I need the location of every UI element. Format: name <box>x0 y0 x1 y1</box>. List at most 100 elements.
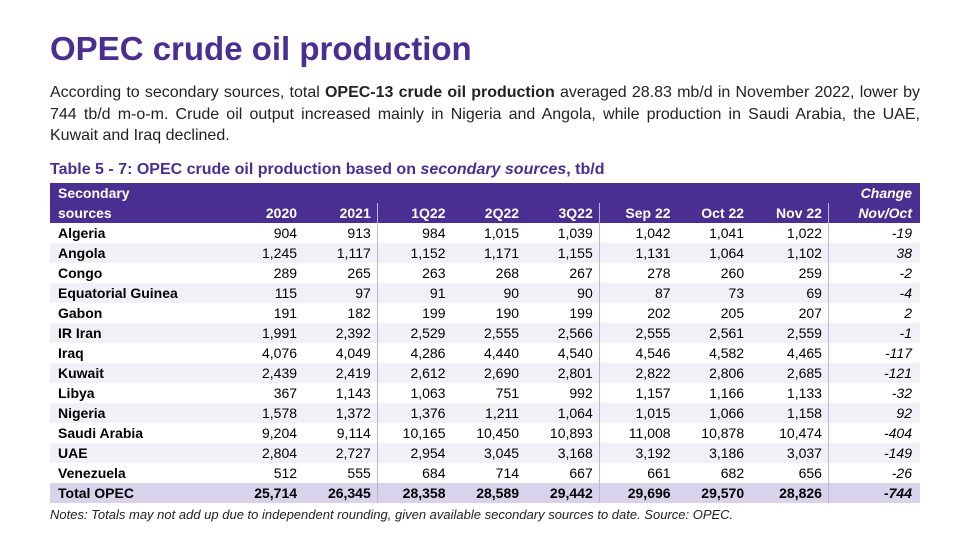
header-col: 3Q22 <box>525 203 599 223</box>
header-spacer <box>599 183 676 203</box>
header-spacer <box>377 183 451 203</box>
table-row: Gabon1911821991901992022052072 <box>50 303 920 323</box>
change-cell: 38 <box>828 243 920 263</box>
country-cell: Kuwait <box>50 363 230 383</box>
header-col: Sep 22 <box>599 203 676 223</box>
value-cell: 684 <box>377 463 451 483</box>
value-cell: 28,589 <box>451 483 525 503</box>
change-cell: -117 <box>828 343 920 363</box>
country-cell: Total OPEC <box>50 483 230 503</box>
value-cell: 26,345 <box>303 483 377 503</box>
production-table: Secondary Change sources 2020 2021 1Q22 … <box>50 183 920 503</box>
value-cell: 69 <box>750 283 828 303</box>
page-title: OPEC crude oil production <box>50 30 920 68</box>
country-cell: Nigeria <box>50 403 230 423</box>
value-cell: 555 <box>303 463 377 483</box>
table-row: Kuwait2,4392,4192,6122,6902,8012,8222,80… <box>50 363 920 383</box>
value-cell: 1,064 <box>525 403 599 423</box>
value-cell: 10,450 <box>451 423 525 443</box>
table-row: Congo289265263268267278260259-2 <box>50 263 920 283</box>
value-cell: 1,372 <box>303 403 377 423</box>
value-cell: 2,566 <box>525 323 599 343</box>
value-cell: 10,474 <box>750 423 828 443</box>
value-cell: 661 <box>599 463 676 483</box>
change-cell: 92 <box>828 403 920 423</box>
country-cell: Gabon <box>50 303 230 323</box>
value-cell: 1,102 <box>750 243 828 263</box>
header-col: Oct 22 <box>677 203 751 223</box>
value-cell: 1,578 <box>230 403 304 423</box>
country-cell: Congo <box>50 263 230 283</box>
value-cell: 87 <box>599 283 676 303</box>
header-spacer <box>525 183 599 203</box>
value-cell: 2,419 <box>303 363 377 383</box>
value-cell: 1,158 <box>750 403 828 423</box>
value-cell: 260 <box>677 263 751 283</box>
value-cell: 3,168 <box>525 443 599 463</box>
value-cell: 4,546 <box>599 343 676 363</box>
header-col: 2Q22 <box>451 203 525 223</box>
change-cell: -1 <box>828 323 920 343</box>
value-cell: 512 <box>230 463 304 483</box>
change-cell: -404 <box>828 423 920 443</box>
value-cell: 1,066 <box>677 403 751 423</box>
change-cell: -19 <box>828 223 920 243</box>
value-cell: 278 <box>599 263 676 283</box>
table-row: Equatorial Guinea11597919090877369-4 <box>50 283 920 303</box>
change-cell: -121 <box>828 363 920 383</box>
value-cell: 207 <box>750 303 828 323</box>
caption-italic: secondary sources <box>420 161 566 178</box>
value-cell: 2,822 <box>599 363 676 383</box>
country-cell: UAE <box>50 443 230 463</box>
table-body: Algeria9049139841,0151,0391,0421,0411,02… <box>50 223 920 503</box>
value-cell: 3,186 <box>677 443 751 463</box>
total-row: Total OPEC25,71426,34528,35828,58929,442… <box>50 483 920 503</box>
value-cell: 190 <box>451 303 525 323</box>
change-cell: 2 <box>828 303 920 323</box>
change-cell: -32 <box>828 383 920 403</box>
value-cell: 2,561 <box>677 323 751 343</box>
value-cell: 2,690 <box>451 363 525 383</box>
country-cell: Libya <box>50 383 230 403</box>
value-cell: 2,439 <box>230 363 304 383</box>
header-change-bot: Nov/Oct <box>828 203 920 223</box>
value-cell: 1,143 <box>303 383 377 403</box>
caption-post: , tb/d <box>566 161 604 178</box>
value-cell: 1,022 <box>750 223 828 243</box>
header-change-top: Change <box>828 183 920 203</box>
value-cell: 90 <box>451 283 525 303</box>
header-spacer <box>303 183 377 203</box>
value-cell: 263 <box>377 263 451 283</box>
value-cell: 115 <box>230 283 304 303</box>
value-cell: 10,893 <box>525 423 599 443</box>
table-row: UAE2,8042,7272,9543,0453,1683,1923,1863,… <box>50 443 920 463</box>
value-cell: 2,685 <box>750 363 828 383</box>
table-row: Saudi Arabia9,2049,11410,16510,45010,893… <box>50 423 920 443</box>
value-cell: 904 <box>230 223 304 243</box>
header-spacer <box>677 183 751 203</box>
table-row: Iraq4,0764,0494,2864,4404,5404,5464,5824… <box>50 343 920 363</box>
value-cell: 29,570 <box>677 483 751 503</box>
value-cell: 992 <box>525 383 599 403</box>
value-cell: 2,727 <box>303 443 377 463</box>
country-cell: Venezuela <box>50 463 230 483</box>
value-cell: 656 <box>750 463 828 483</box>
value-cell: 3,037 <box>750 443 828 463</box>
change-cell: -149 <box>828 443 920 463</box>
caption-pre: Table 5 - 7: OPEC crude oil production b… <box>50 161 420 178</box>
table-row: IR Iran1,9912,3922,5292,5552,5662,5552,5… <box>50 323 920 343</box>
value-cell: 1,155 <box>525 243 599 263</box>
value-cell: 1,131 <box>599 243 676 263</box>
change-cell: -2 <box>828 263 920 283</box>
value-cell: 202 <box>599 303 676 323</box>
country-cell: Algeria <box>50 223 230 243</box>
table-row: Algeria9049139841,0151,0391,0421,0411,02… <box>50 223 920 243</box>
value-cell: 1,171 <box>451 243 525 263</box>
value-cell: 4,540 <box>525 343 599 363</box>
value-cell: 28,358 <box>377 483 451 503</box>
value-cell: 4,440 <box>451 343 525 363</box>
value-cell: 28,826 <box>750 483 828 503</box>
value-cell: 267 <box>525 263 599 283</box>
value-cell: 1,157 <box>599 383 676 403</box>
value-cell: 199 <box>525 303 599 323</box>
